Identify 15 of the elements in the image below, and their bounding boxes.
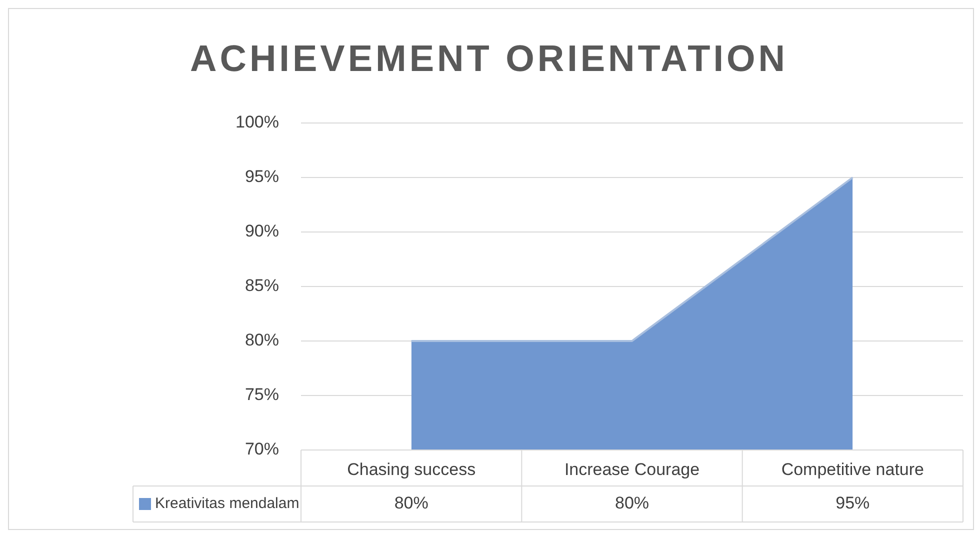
y-tick-label: 80% [244,330,279,350]
chart-title: ACHIEVEMENT ORIENTATION [189,38,789,80]
y-tick-label: 90% [244,222,279,241]
y-tick-label: 70% [244,440,279,459]
y-tick-label: 85% [244,276,279,296]
x-tick-label: Chasing success [347,460,476,479]
data-label: 80% [614,494,650,513]
x-tick-label: Competitive nature [781,460,924,479]
x-tick-label: Increase Courage [564,460,700,479]
y-tick-label: 75% [244,385,279,404]
legend-label: Kreativitas mendalam [155,495,300,512]
y-tick-label: 95% [244,167,279,186]
y-tick-label: 100% [236,112,279,132]
data-label: 95% [836,494,870,513]
data-label: 80% [394,494,428,513]
